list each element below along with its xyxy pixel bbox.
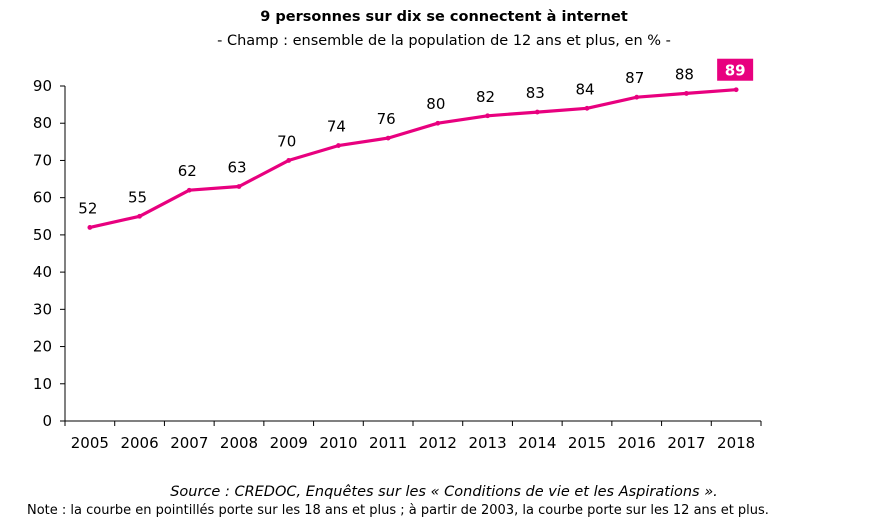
y-tick-label: 40 [33, 263, 52, 281]
source-text: Source : CREDOC, Enquêtes sur les « Cond… [170, 484, 718, 500]
chart-title: 9 personnes sur dix se connectent à inte… [260, 9, 628, 25]
data-label: 63 [227, 159, 246, 177]
data-point [87, 225, 93, 230]
y-tick-label: 70 [33, 151, 52, 169]
x-tick-label: 2007 [170, 434, 208, 452]
y-ticks: 0 10 20 30 40 50 60 70 80 90 [33, 77, 52, 430]
x-tick-label: 2014 [518, 434, 556, 452]
x-tick-label: 2015 [568, 434, 606, 452]
y-tick-label: 10 [33, 375, 52, 393]
x-tick-label: 2008 [220, 434, 258, 452]
data-point [286, 158, 292, 163]
x-tick-label: 2006 [120, 434, 158, 452]
note-text: Note : la courbe en pointillés porte sur… [27, 503, 769, 518]
axes [60, 85, 762, 426]
data-point [534, 109, 540, 115]
data-label: 88 [675, 65, 694, 83]
y-tick-label: 80 [33, 114, 52, 132]
data-label: 87 [625, 69, 644, 87]
data-label: 76 [377, 110, 396, 128]
x-tick-label: 2012 [419, 434, 457, 452]
highlight-data-label: 89 [725, 62, 746, 80]
data-point [435, 120, 441, 126]
data-point [137, 213, 142, 219]
data-label: 70 [277, 132, 296, 150]
y-tick-label: 90 [33, 77, 52, 95]
series [87, 87, 739, 230]
x-tick-label: 2013 [468, 434, 506, 452]
highlight-label-box [717, 58, 754, 81]
data-label: 80 [426, 95, 445, 113]
data-point [584, 105, 590, 111]
y-tick-label: 50 [33, 226, 52, 244]
x-tick-label: 2016 [618, 434, 656, 452]
data-point [684, 91, 689, 96]
data-labels: 52 55 62 63 70 74 76 80 82 83 84 87 88 89 [78, 58, 754, 217]
data-point [336, 143, 341, 148]
data-point [733, 87, 739, 93]
data-point [236, 184, 242, 189]
data-label: 52 [78, 199, 97, 217]
data-label: 82 [476, 88, 495, 106]
data-label: 62 [178, 162, 197, 180]
y-tick-label: 30 [33, 300, 52, 318]
x-tick-label: 2005 [71, 434, 109, 452]
data-label: 84 [575, 80, 594, 98]
y-tick-label: 60 [33, 189, 52, 207]
x-tick-label: 2011 [369, 434, 407, 452]
series-line [88, 88, 738, 229]
data-point [485, 113, 490, 119]
x-tick-label: 2017 [667, 434, 705, 452]
data-label: 74 [327, 118, 346, 136]
y-tick-label: 20 [33, 338, 52, 356]
y-tick-label: 0 [42, 412, 52, 430]
data-point [186, 187, 192, 193]
chart-subtitle: - Champ : ensemble de la population de 1… [217, 33, 671, 49]
data-label: 83 [526, 84, 545, 102]
data-point [634, 94, 640, 100]
x-tick-label: 2010 [319, 434, 357, 452]
data-point [385, 135, 391, 141]
x-tick-label: 2009 [270, 434, 308, 452]
data-label: 55 [128, 188, 147, 206]
x-ticks: 2005 2006 2007 2008 2009 2010 2011 2012 2013 2014… [71, 434, 755, 452]
x-tick-label: 2018 [717, 434, 755, 452]
